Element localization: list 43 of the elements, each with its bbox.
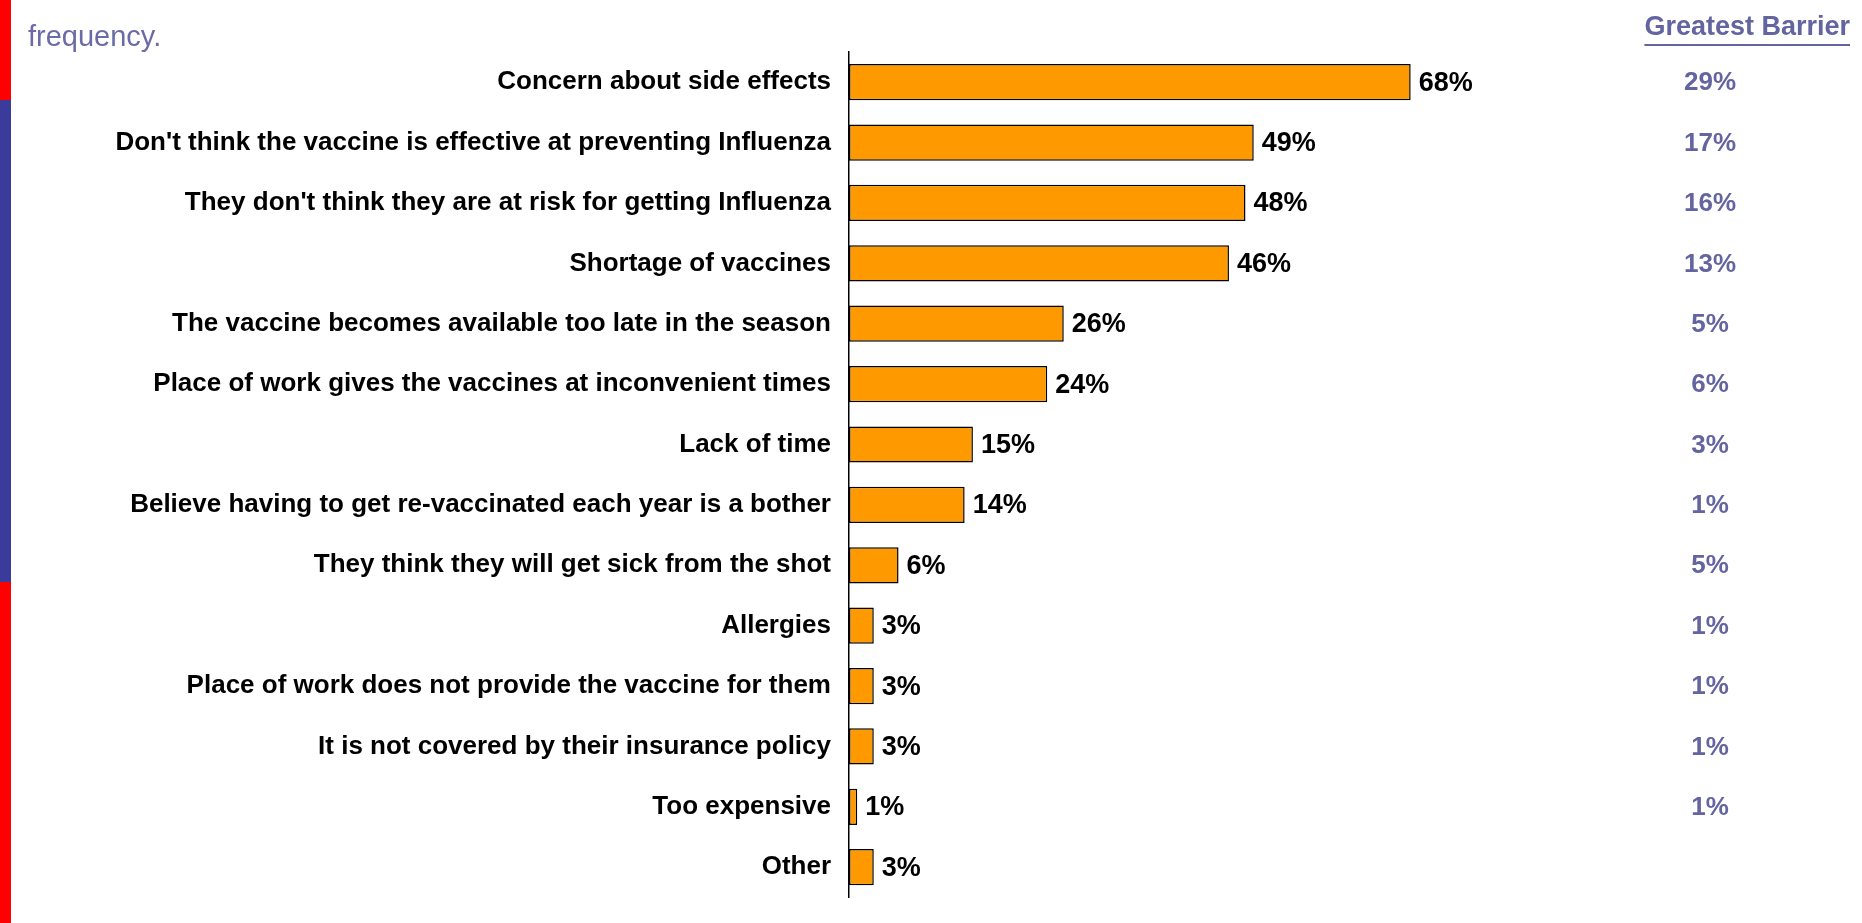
text: 16% xyxy=(1683,187,1737,218)
text: 6% xyxy=(1691,368,1729,399)
y-tick-label: Lack of time xyxy=(679,427,831,458)
data-label: 6% xyxy=(906,549,946,580)
y-tick-label: Too expensive xyxy=(652,789,831,820)
text: 5% xyxy=(1691,307,1729,338)
text: 1% xyxy=(1691,609,1729,640)
y-tick-label: Allergies xyxy=(721,608,831,639)
text: 29% xyxy=(1683,66,1737,97)
data-label: 68% xyxy=(1418,66,1473,97)
text: 13% xyxy=(1683,247,1737,278)
data-label: 3% xyxy=(881,610,921,641)
data-label: 3% xyxy=(881,670,921,701)
text: 17% xyxy=(1683,126,1737,157)
data-label: 46% xyxy=(1236,247,1292,278)
data-label: 3% xyxy=(881,730,921,761)
data-label: 15% xyxy=(980,428,1035,459)
y-tick-label: Concern about side effects xyxy=(497,65,831,96)
text: Greatest Barrier xyxy=(1644,11,1851,42)
text: 1% xyxy=(1691,790,1729,821)
text: 1% xyxy=(1691,730,1729,761)
data-label: 48% xyxy=(1253,187,1308,218)
y-tick-label: Don't think the vaccine is effective at preventing Influenza xyxy=(115,125,832,156)
y-tick-label: Place of work gives the vaccines at inconvenient times xyxy=(153,367,831,398)
data-label: 24% xyxy=(1055,368,1110,399)
data-label: 1% xyxy=(865,791,905,822)
y-tick-label: They think they will get sick from the shot xyxy=(313,548,832,579)
data-label: 14% xyxy=(972,489,1027,520)
y-tick-label: Other xyxy=(761,850,831,881)
y-tick-label: They don't think they are at risk for getting Influenza xyxy=(184,186,832,217)
text: 5% xyxy=(1691,549,1729,580)
text: 1% xyxy=(1691,489,1729,520)
data-label: 3% xyxy=(881,851,921,882)
data-label: 26% xyxy=(1071,308,1126,339)
y-tick-label: Place of work does not provide the vaccine for them xyxy=(186,669,831,700)
text: 1% xyxy=(1691,670,1729,701)
data-label: 49% xyxy=(1261,127,1316,158)
text: frequency. xyxy=(28,20,162,53)
y-tick-label: Believe having to get re-vaccinated each year is a bother xyxy=(130,488,831,519)
y-tick-label: The vaccine becomes available too late in the season xyxy=(172,306,831,337)
y-tick-label: It is not covered by their insurance policy xyxy=(318,729,832,760)
text: 3% xyxy=(1691,428,1729,459)
y-tick-label: Shortage of vaccines xyxy=(569,246,831,277)
